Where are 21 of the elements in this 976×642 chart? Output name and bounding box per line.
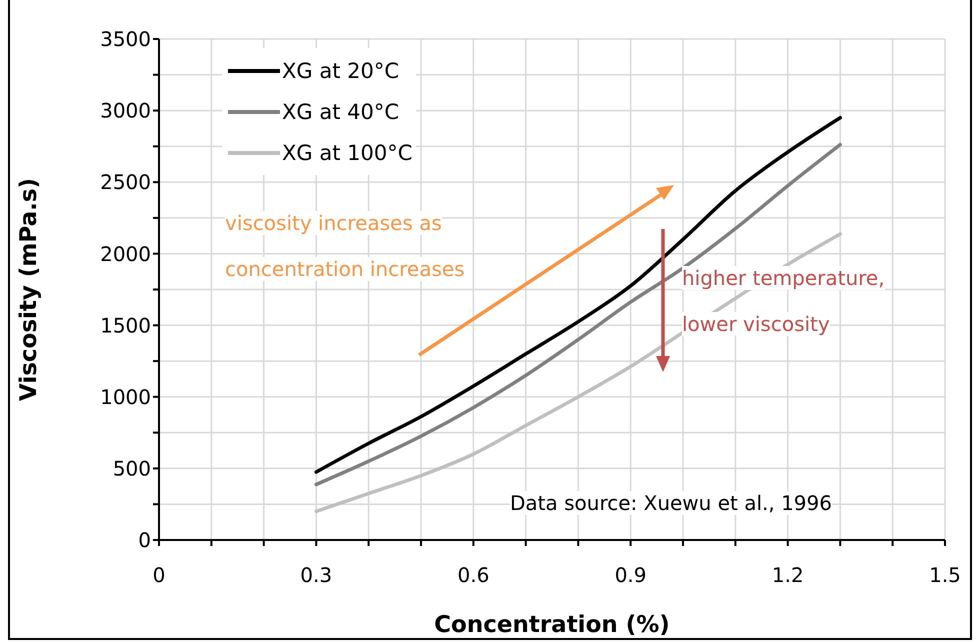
legend-label: XG at 20°C bbox=[282, 58, 399, 82]
y-tick-label: 2000 bbox=[100, 242, 151, 266]
annotation: higher temperature, lower viscosity bbox=[682, 266, 885, 336]
x-tick-label: 0.3 bbox=[300, 563, 332, 588]
legend-label: XG at 100°C bbox=[282, 140, 412, 164]
y-tick-label: 3500 bbox=[100, 27, 151, 52]
legend-label: XG at 40°C bbox=[282, 100, 399, 124]
y-tick-label: 500 bbox=[112, 456, 151, 481]
annotation: viscosity increases as concentration increases bbox=[225, 211, 465, 281]
y-tick-label: 1000 bbox=[100, 384, 151, 409]
x-tick-label: 1.5 bbox=[929, 563, 961, 588]
y-tick-label: 2500 bbox=[100, 170, 151, 194]
y-tick-label: 0 bbox=[138, 528, 151, 552]
y-axis-title: Viscosity (mPa.s) bbox=[16, 178, 42, 402]
y-tick-label: 1500 bbox=[100, 313, 151, 338]
x-tick-label: 1.2 bbox=[772, 563, 804, 588]
x-tick-label: 0.6 bbox=[457, 563, 490, 588]
annotation: Data source: Xuewu et al., 1996 bbox=[510, 491, 832, 515]
y-tick-label: 3000 bbox=[100, 98, 151, 123]
x-axis-title: Concentration (%) bbox=[434, 612, 670, 638]
x-tick-label: 0.9 bbox=[614, 563, 647, 588]
